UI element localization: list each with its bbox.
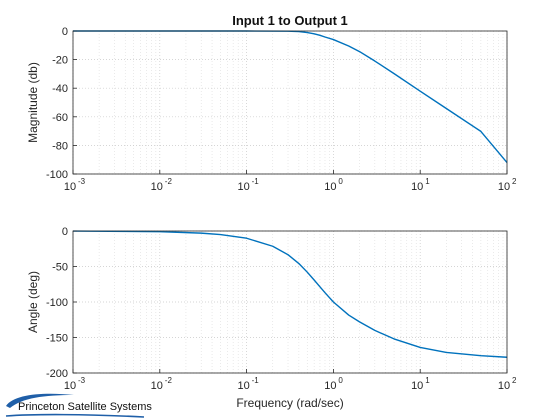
axes-frame bbox=[72, 30, 508, 175]
x-tick-label: 10 bbox=[151, 380, 163, 392]
x-tick-exponent: -3 bbox=[78, 376, 86, 385]
x-tick-label: 10 bbox=[324, 380, 336, 392]
y-tick-label: 0 bbox=[62, 26, 68, 38]
x-tick-label: 10 bbox=[237, 181, 249, 193]
y-tick-label: -100 bbox=[46, 169, 68, 181]
y-tick-label: -150 bbox=[46, 333, 68, 345]
x-tick-exponent: -1 bbox=[252, 376, 260, 385]
x-tick-exponent: 2 bbox=[512, 177, 517, 186]
x-tick-exponent: 2 bbox=[512, 376, 517, 385]
y-axis-label: Angle (deg) bbox=[26, 271, 40, 333]
y-tick-label: -200 bbox=[46, 368, 68, 380]
x-tick-label: 10 bbox=[237, 380, 249, 392]
x-tick-exponent: -1 bbox=[252, 177, 260, 186]
plot-area bbox=[73, 31, 507, 174]
x-tick-label: 10 bbox=[411, 181, 423, 193]
y-tick-label: -40 bbox=[52, 83, 68, 95]
x-axis-label: Frequency (rad/sec) bbox=[236, 396, 343, 410]
logo-text: Princeton Satellite Systems bbox=[18, 401, 152, 413]
x-tick-exponent: 0 bbox=[338, 376, 343, 385]
series-line-1 bbox=[72, 230, 508, 358]
x-tick-label: 10 bbox=[324, 181, 336, 193]
y-tick-label: -100 bbox=[46, 297, 68, 309]
x-tick-label: 10 bbox=[498, 181, 510, 193]
x-tick-exponent: -3 bbox=[78, 177, 86, 186]
x-tick-label: 10 bbox=[411, 380, 423, 392]
y-tick-label: -60 bbox=[52, 112, 68, 124]
y-tick-label: -80 bbox=[52, 140, 68, 152]
y-tick-label: 0 bbox=[62, 226, 68, 238]
y-tick-label: -50 bbox=[52, 262, 68, 274]
x-tick-label: 10 bbox=[498, 380, 510, 392]
x-tick-exponent: -2 bbox=[165, 376, 173, 385]
x-tick-exponent: 0 bbox=[338, 177, 343, 186]
y-axis-label: Magnitude (db) bbox=[26, 62, 40, 143]
x-tick-label: 10 bbox=[151, 181, 163, 193]
x-tick-label: 10 bbox=[64, 181, 76, 193]
y-tick-label: -20 bbox=[52, 55, 68, 67]
chart-title: Input 1 to Output 1 bbox=[232, 13, 348, 28]
x-tick-exponent: 1 bbox=[425, 177, 430, 186]
x-tick-exponent: -2 bbox=[165, 177, 173, 186]
princeton-logo-swoosh-icon bbox=[5, 393, 145, 418]
x-tick-exponent: 1 bbox=[425, 376, 430, 385]
x-tick-label: 10 bbox=[64, 380, 76, 392]
